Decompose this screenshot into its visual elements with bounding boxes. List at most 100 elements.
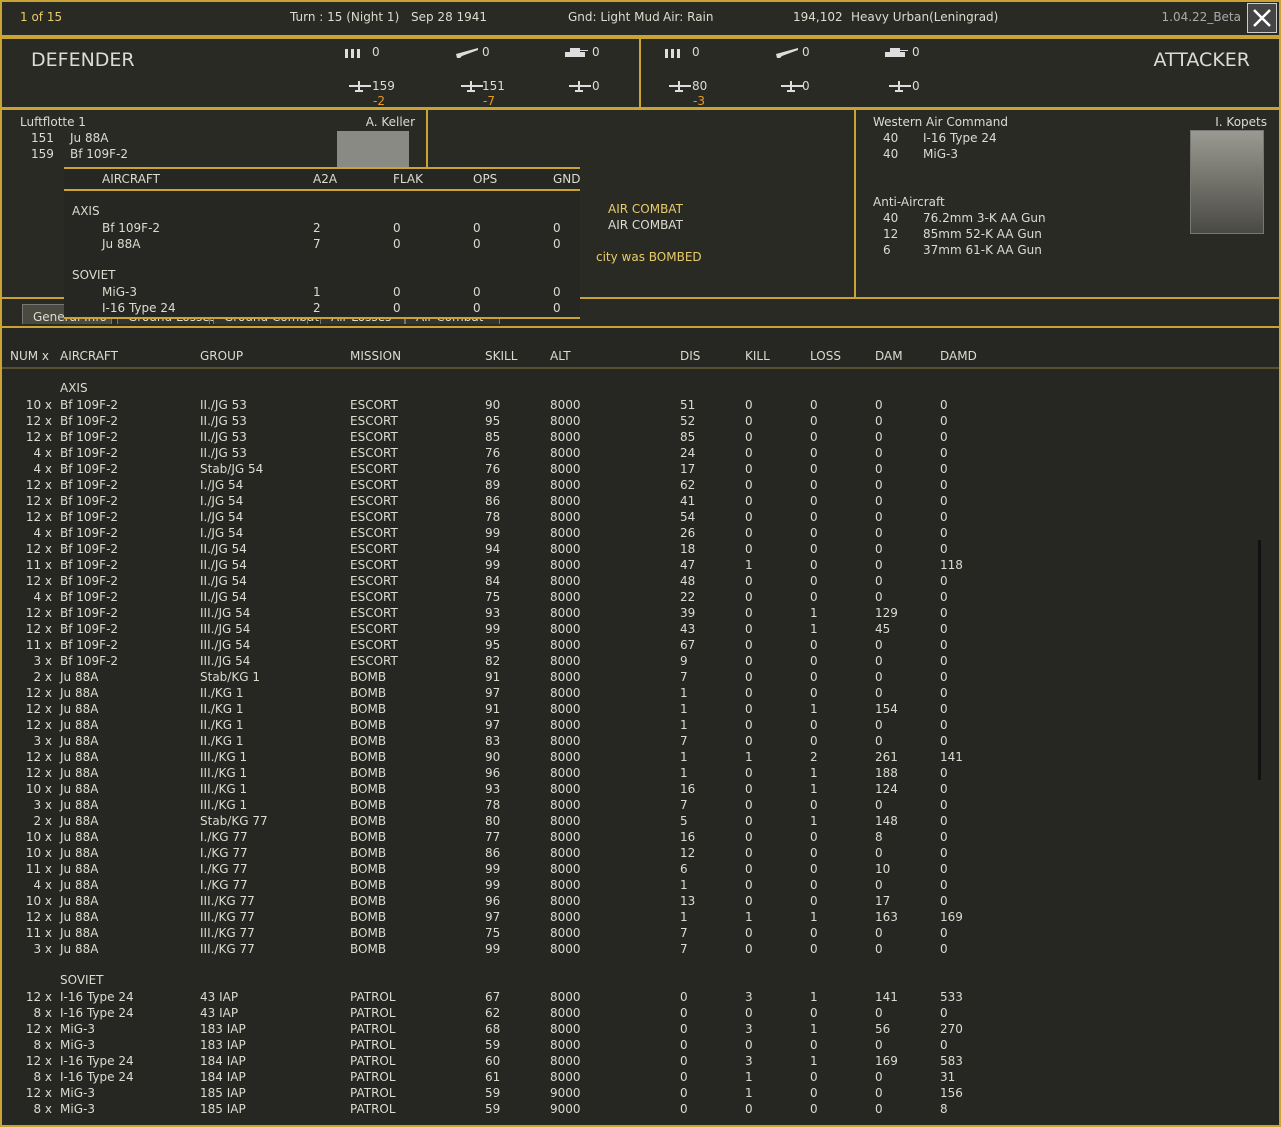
count: 0: [482, 45, 490, 59]
cell: 12 x: [25, 622, 52, 636]
cell: III./KG 77: [200, 910, 255, 924]
cell: 4 x: [33, 878, 52, 892]
cell: 8000: [550, 462, 581, 476]
cell: 62: [680, 478, 696, 492]
cell: 0: [875, 1006, 883, 1020]
cell: 0: [940, 494, 948, 508]
cell: 3: [745, 990, 753, 1004]
cell: 0: [875, 654, 883, 668]
cell: 12 x: [25, 990, 52, 1004]
cell: 185 IAP: [200, 1086, 246, 1100]
cell: 533: [940, 990, 963, 1004]
cell: 0: [810, 862, 818, 876]
cell: 8000: [550, 718, 581, 732]
cell: 0: [940, 878, 948, 892]
cell: 26: [680, 526, 696, 540]
cell: 8: [940, 1102, 948, 1116]
cell: 1: [810, 1022, 818, 1036]
cell: I./JG 54: [200, 478, 244, 492]
cell: 0: [875, 510, 883, 524]
cell: 22: [680, 590, 696, 604]
popup-section: SOVIET: [72, 268, 116, 282]
cell: 0: [745, 734, 753, 748]
leader: I. Kopets: [1215, 115, 1267, 129]
cell: Bf 109F-2: [60, 574, 119, 588]
cell: ESCORT: [350, 478, 398, 492]
cell: 9: [680, 654, 688, 668]
cell: 0: [810, 494, 818, 508]
cell: 0: [875, 558, 883, 572]
cell: 8000: [550, 1022, 581, 1036]
cell: III./KG 1: [200, 750, 248, 764]
cell: ESCORT: [350, 654, 398, 668]
cell: 8000: [550, 654, 581, 668]
header-date: Sep 28 1941: [411, 10, 488, 24]
cell: 84: [485, 574, 501, 588]
cell: 0: [810, 1006, 818, 1020]
popup-cell: 0: [553, 285, 561, 299]
cell: 0: [745, 574, 753, 588]
close-button[interactable]: [1247, 3, 1277, 33]
cell: 8000: [550, 622, 581, 636]
cell: 43: [680, 622, 696, 636]
cell: 0: [940, 574, 948, 588]
cell: 8000: [550, 830, 581, 844]
cell: 0: [810, 590, 818, 604]
cell: 0: [745, 510, 753, 524]
cell: Ju 88A: [60, 814, 99, 828]
cell: 76: [485, 462, 501, 476]
cell: 0: [875, 718, 883, 732]
cell: 10 x: [25, 830, 52, 844]
cell: II./KG 1: [200, 702, 244, 716]
cell: 0: [810, 638, 818, 652]
cell: I./JG 54: [200, 494, 244, 508]
cell: 8 x: [33, 1038, 52, 1052]
cell: 97: [485, 910, 501, 924]
message: AIR COMBAT: [608, 218, 683, 232]
cell: 8000: [550, 862, 581, 876]
cell: 0: [810, 430, 818, 444]
cell: BOMB: [350, 910, 387, 924]
cell: 0: [745, 718, 753, 732]
cell: Bf 109F-2: [60, 542, 119, 556]
cell: 0: [940, 798, 948, 812]
cell: PATROL: [350, 1006, 396, 1020]
cell: 10: [875, 862, 891, 876]
cell: 8000: [550, 430, 581, 444]
cell: 43 IAP: [200, 1006, 239, 1020]
command: Luftflotte 1: [20, 115, 86, 129]
cell: 62: [485, 1006, 501, 1020]
column-header: DIS: [680, 349, 701, 363]
cell: 0: [745, 606, 753, 620]
cell: 0: [940, 542, 948, 556]
cell: 48: [680, 574, 696, 588]
cell: 8000: [550, 926, 581, 940]
cell: Ju 88A: [60, 942, 99, 956]
cell: 59: [485, 1038, 501, 1052]
cell: 129: [875, 606, 898, 620]
cell: MiG-3: [60, 1038, 95, 1052]
cell: 12 x: [25, 478, 52, 492]
cell: Bf 109F-2: [60, 430, 119, 444]
cell: 10 x: [25, 398, 52, 412]
cell: 8 x: [33, 1102, 52, 1116]
unit-icon: [885, 48, 908, 57]
cell: 0: [745, 814, 753, 828]
cell: 90: [485, 398, 501, 412]
cell: 0: [680, 1038, 688, 1052]
cell: 183 IAP: [200, 1022, 246, 1036]
popup-cell: MiG-3: [102, 285, 137, 299]
cell: 183 IAP: [200, 1038, 246, 1052]
cell: 8: [875, 830, 883, 844]
popup-cell: 0: [473, 237, 481, 251]
cell: Ju 88A: [60, 686, 99, 700]
cell: II./JG 54: [200, 574, 247, 588]
cell: 68: [485, 1022, 501, 1036]
cell: 8000: [550, 542, 581, 556]
cell: I./JG 54: [200, 526, 244, 540]
cell: III./JG 54: [200, 606, 251, 620]
cell: 0: [875, 590, 883, 604]
column-header: DAM: [875, 349, 903, 363]
cell: 583: [940, 1054, 963, 1068]
cell: III./JG 54: [200, 622, 251, 636]
